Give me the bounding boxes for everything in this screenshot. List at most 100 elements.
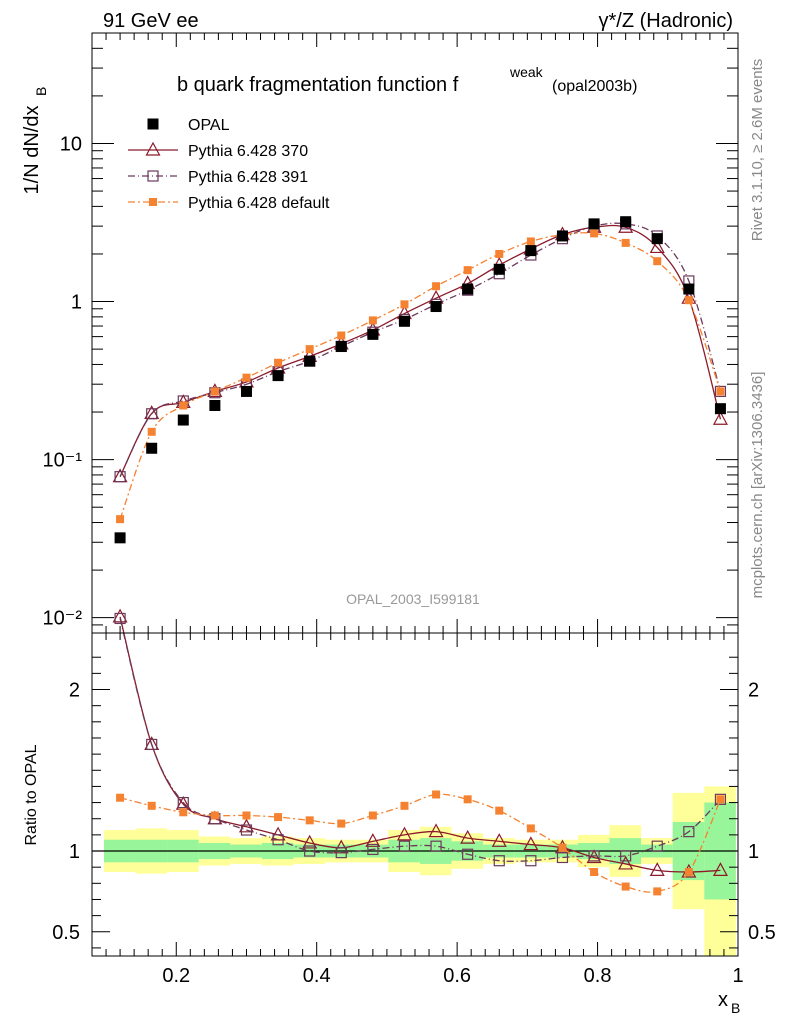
- ratio-point-pythia-6-428-default: [495, 806, 504, 815]
- ratio-y-axis-label: Ratio to OPAL: [23, 744, 40, 845]
- main-y-label-text: 1/N dN/dx: [21, 106, 43, 195]
- ratio-point-pythia-6-428-391: [240, 824, 253, 836]
- legend-label: Pythia 6.428 391: [188, 169, 308, 186]
- ratio-point-pythia-6-428-default: [653, 887, 662, 896]
- main-y-tick-label: 1: [71, 292, 82, 314]
- ratio-y-tick-label-right: 0.5: [748, 922, 776, 944]
- main-point-pythia-6-428-default: [621, 238, 630, 247]
- main-point-pythia-6-428-default: [274, 358, 283, 367]
- x-label-text: x: [718, 989, 728, 1011]
- main-point-opal: [367, 328, 379, 340]
- ratio-point-pythia-6-428-default: [242, 811, 251, 820]
- legend-label: OPAL: [188, 117, 230, 134]
- ratio-y-tick-label: 0.5: [52, 922, 80, 944]
- ratio-point-pythia-6-428-370: [396, 826, 412, 841]
- analysis-tag: OPAL_2003_I599181: [346, 591, 480, 607]
- main-point-pythia-6-428-default: [653, 257, 662, 266]
- ratio-uncertainty-bands: [92, 786, 738, 956]
- main-point-opal: [620, 216, 632, 228]
- ratio-point-pythia-6-428-391: [114, 612, 126, 625]
- ratio-y-tick-label: 2: [69, 680, 80, 702]
- main-point-pythia-6-428-default: [526, 237, 535, 246]
- main-point-opal: [462, 283, 474, 295]
- ratio-point-pythia-6-428-default: [337, 819, 346, 828]
- ratio-point-pythia-6-428-370: [365, 833, 381, 847]
- ratio-y-tick-label-right: 1: [748, 841, 759, 863]
- mcplots-label: mcplots.cern.ch [arXiv:1306.3436]: [749, 372, 766, 599]
- ratio-point-pythia-6-428-default: [274, 813, 283, 822]
- ratio-point-pythia-6-428-391: [462, 848, 474, 860]
- ratio-point-pythia-6-428-391: [620, 850, 632, 862]
- ratio-panel-ticks: 0.2 0.4 0.6 0.8 10.5 0.51 12 2: [52, 633, 776, 987]
- legend-label: Pythia 6.428 default: [188, 195, 330, 212]
- ratio-point-pythia-6-428-default: [305, 816, 314, 825]
- main-point-pythia-6-428-default: [716, 387, 725, 396]
- ratio-line-pythia-6-428-391: [119, 618, 721, 862]
- legend-marker-pythia-6-428-370: [145, 141, 161, 156]
- ratio-point-pythia-6-428-default: [432, 790, 441, 799]
- ratio-point-pythia-6-428-370: [460, 829, 476, 844]
- ratio-point-pythia-6-428-370: [428, 823, 444, 838]
- ratio-point-pythia-6-428-391: [272, 834, 284, 846]
- x-tick-label: 1: [732, 965, 743, 987]
- main-y-tick-label: 10: [60, 133, 82, 155]
- ratio-point-pythia-6-428-default: [116, 793, 125, 802]
- main-y-tick-label: 10⁻¹: [43, 450, 83, 472]
- main-point-pythia-6-428-default: [147, 427, 156, 436]
- main-line-pythia-6-428-391: [119, 222, 722, 477]
- legend-label: Pythia 6.428 370: [188, 143, 308, 160]
- main-point-opal: [430, 301, 442, 313]
- main-point-pythia-6-428-default: [116, 515, 125, 524]
- ratio-point-pythia-6-428-391: [525, 855, 537, 867]
- main-point-opal: [714, 403, 726, 415]
- main-point-pythia-6-428-default: [210, 387, 219, 396]
- main-point-pythia-6-428-default: [432, 282, 441, 291]
- ratio-point-pythia-6-428-default: [147, 801, 156, 810]
- x-tick-label: 0.6: [443, 965, 471, 987]
- main-point-opal: [304, 355, 316, 367]
- main-point-pythia-6-428-default: [684, 296, 693, 305]
- ratio-point-pythia-6-428-370: [112, 608, 128, 623]
- main-point-opal: [146, 442, 158, 454]
- main-point-opal: [651, 233, 663, 245]
- x-tick-label: 0.8: [584, 965, 612, 987]
- ratio-point-pythia-6-428-default: [590, 868, 599, 877]
- ratio-point-pythia-6-428-391: [146, 738, 158, 751]
- ratio-point-pythia-6-428-default: [526, 824, 535, 833]
- ratio-point-pythia-6-428-391: [335, 847, 347, 859]
- main-point-opal: [493, 263, 505, 275]
- main-point-pythia-6-428-default: [242, 373, 251, 382]
- main-point-opal: [556, 230, 568, 242]
- main-y-tick-label: 10⁻²: [43, 608, 83, 630]
- main-point-opal: [177, 414, 189, 426]
- ratio-point-pythia-6-428-default: [463, 795, 472, 804]
- ratio-point-pythia-6-428-default: [210, 811, 219, 820]
- ratio-point-pythia-6-428-391: [430, 840, 442, 852]
- x-tick-label: 0.4: [303, 965, 331, 987]
- main-panel-ticks: 10⁻² 10⁻¹ 1 10: [43, 32, 739, 634]
- main-point-opal: [114, 532, 126, 544]
- legend-marker-opal: [147, 118, 159, 130]
- ratio-point-pythia-6-428-391: [714, 793, 727, 805]
- ratio-point-pythia-6-428-370: [712, 862, 728, 877]
- main-point-opal: [209, 399, 221, 411]
- ratio-point-pythia-6-428-370: [302, 834, 318, 849]
- ratio-point-pythia-6-428-370: [618, 855, 634, 870]
- main-point-opal: [683, 283, 695, 295]
- legend-marker-pythia-6-428-391: [147, 170, 159, 182]
- main-point-opal: [335, 340, 347, 352]
- ratio-point-pythia-6-428-391: [493, 855, 505, 867]
- ratio-point-pythia-6-428-default: [179, 808, 188, 817]
- main-point-opal: [588, 218, 600, 230]
- ratio-point-pythia-6-428-391: [556, 851, 569, 864]
- main-point-opal: [398, 315, 410, 327]
- ratio-point-pythia-6-428-391: [367, 843, 379, 856]
- main-point-opal: [240, 385, 252, 397]
- ratio-point-pythia-6-428-391: [177, 796, 189, 809]
- main-point-pythia-6-428-default: [495, 249, 504, 258]
- ratio-point-pythia-6-428-391: [683, 826, 695, 838]
- main-y-label-sub: B: [33, 87, 49, 96]
- x-label-sub: B: [731, 1000, 740, 1016]
- main-point-pythia-6-428-370: [649, 239, 665, 254]
- ratio-point-pythia-6-428-370: [491, 833, 507, 847]
